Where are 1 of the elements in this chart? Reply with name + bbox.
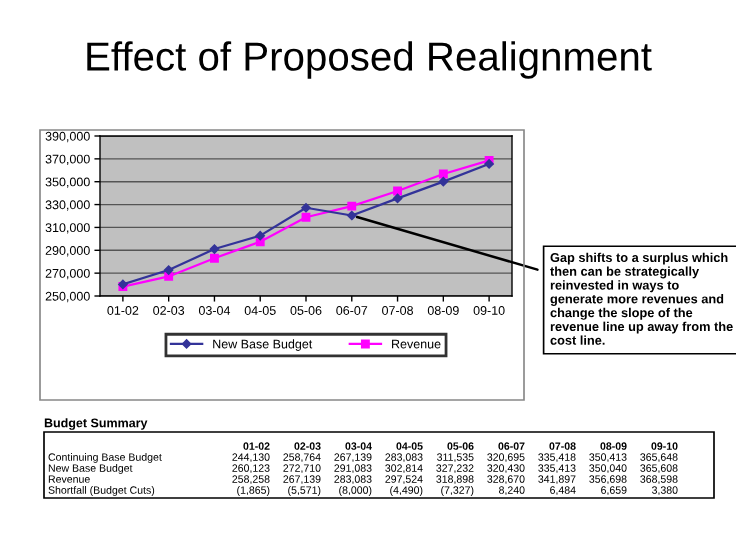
chart-title: Effect of Proposed Realignment bbox=[87, 41, 652, 79]
